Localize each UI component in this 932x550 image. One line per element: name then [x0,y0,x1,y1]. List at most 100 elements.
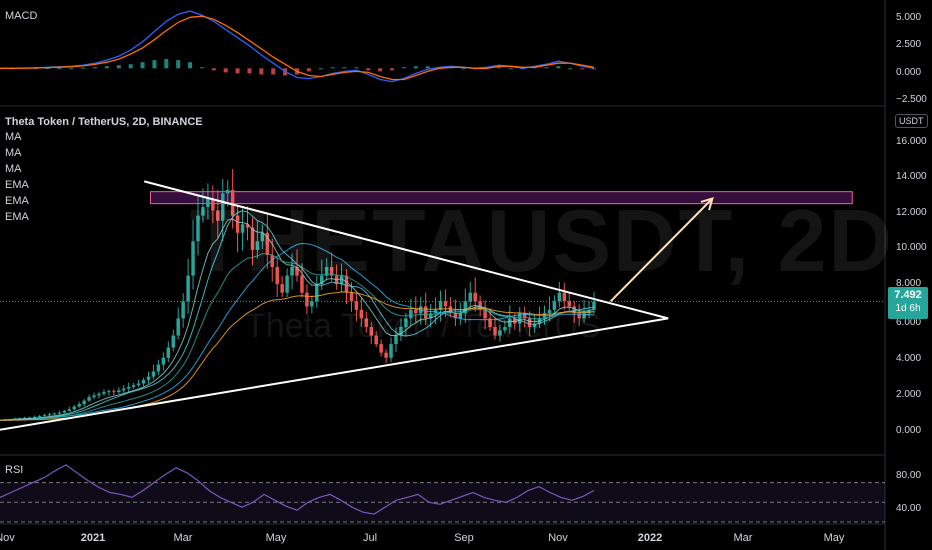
macd-y-tick: 5.000 [896,12,922,23]
candle-body [112,391,116,393]
macd-histogram-bar [461,68,466,70]
candle-body [67,409,72,411]
candle-body [211,198,215,211]
macd-histogram-bar [580,68,585,70]
candle-body [557,292,562,302]
candle-body [176,318,180,336]
candle-body [42,415,47,417]
macd-histogram-bar [413,66,418,69]
macd-histogram-bar [592,68,596,70]
symbol-title[interactable]: Theta Token / TetherUS, 2D, BINANCE [5,116,203,128]
candle-body [320,275,324,285]
candle-body [344,275,349,293]
currency-tag[interactable]: USDT [895,114,928,128]
x-tick: Nov [0,532,15,544]
macd-histogram-bar [401,67,406,69]
candle-body [453,313,458,319]
macd-histogram-bar [116,65,121,69]
candle-body [389,344,393,358]
candle-body [161,357,166,365]
macd-histogram-bar [152,60,157,69]
signal-line [0,15,595,81]
trendline-descending-resistance [144,180,669,320]
watermark-symbol: THETAUSDT, 2D [190,191,894,290]
candle-body [122,388,126,391]
candle-body [508,318,512,327]
candle-body [52,413,57,415]
macd-histogram-bar [271,68,276,75]
candle-body [102,392,106,394]
macd-histogram-bar [247,68,252,74]
candle-body [270,255,274,268]
price-y-tick: 8.000 [896,278,922,289]
candle-body [547,309,552,314]
candle-body [186,275,190,302]
candle-body [463,301,468,314]
candle-body [265,232,270,256]
candle-body [513,318,517,324]
indicator-ma-2[interactable]: MA [5,147,22,159]
candle-body [404,318,408,327]
indicator-ma-1[interactable]: MA [5,131,22,143]
candle-body [72,406,76,410]
candle-body [126,386,131,389]
candle-body [62,410,67,413]
rsi-label[interactable]: RSI [5,464,24,476]
x-tick: Nov [548,532,568,544]
bar-countdown: 1d 6h [895,303,921,314]
price-y-tick: 2.000 [896,389,922,400]
candle-body [315,284,319,302]
macd-histogram-bar [188,62,193,69]
candle-body [582,313,586,319]
candle-body [329,267,334,276]
price-y-tick: 0.000 [896,425,922,436]
candle-body [27,417,32,419]
macd-histogram-bar [330,67,335,69]
rsi-y-tick: 40.00 [896,503,922,514]
macd-histogram-bar [176,60,181,69]
candle-body [32,416,37,418]
indicator-ma-3[interactable]: MA [5,163,22,175]
candle-body [37,416,42,418]
macd-histogram-bar [508,68,513,70]
indicator-ema-3[interactable]: EMA [5,211,29,223]
candle-body [498,330,502,336]
x-tick: May [823,532,845,544]
x-tick: Mar [173,532,193,544]
ma-line [0,242,595,421]
macd-histogram-bar [544,67,549,69]
candle-body [23,417,27,419]
indicator-ema-2[interactable]: EMA [5,195,29,207]
candle-body [414,309,418,314]
macd-histogram-bar [568,68,573,70]
macd-histogram-bar [354,67,359,69]
macd-histogram-bar [57,67,62,69]
candle-body [285,275,289,293]
macd-label[interactable]: MACD [5,10,38,22]
candle-body [146,376,151,381]
macd-histogram-bar [93,67,98,69]
x-tick: Jul [362,532,378,544]
candle-body [527,318,532,327]
price-y-tick: 10.000 [896,242,927,253]
candle-body [503,326,507,331]
candle-body [324,267,329,276]
macd-histogram-bar [425,66,430,69]
candle-body [592,301,596,310]
price-y-tick: 16.000 [896,136,927,147]
indicator-ema-1[interactable]: EMA [5,179,29,191]
macd-line [0,10,595,83]
candle-body [240,224,245,233]
macd-histogram-bar [496,67,501,69]
candle-body [310,301,314,307]
candle-body [131,385,136,387]
x-tick: Mar [733,532,753,544]
candle-body [374,335,378,345]
candle-body [107,391,111,393]
candle-body [201,207,205,216]
macd-histogram-bar [81,67,86,69]
candle-body [369,326,373,336]
candle-body [409,309,413,319]
last-price: 7.492 [894,289,922,301]
